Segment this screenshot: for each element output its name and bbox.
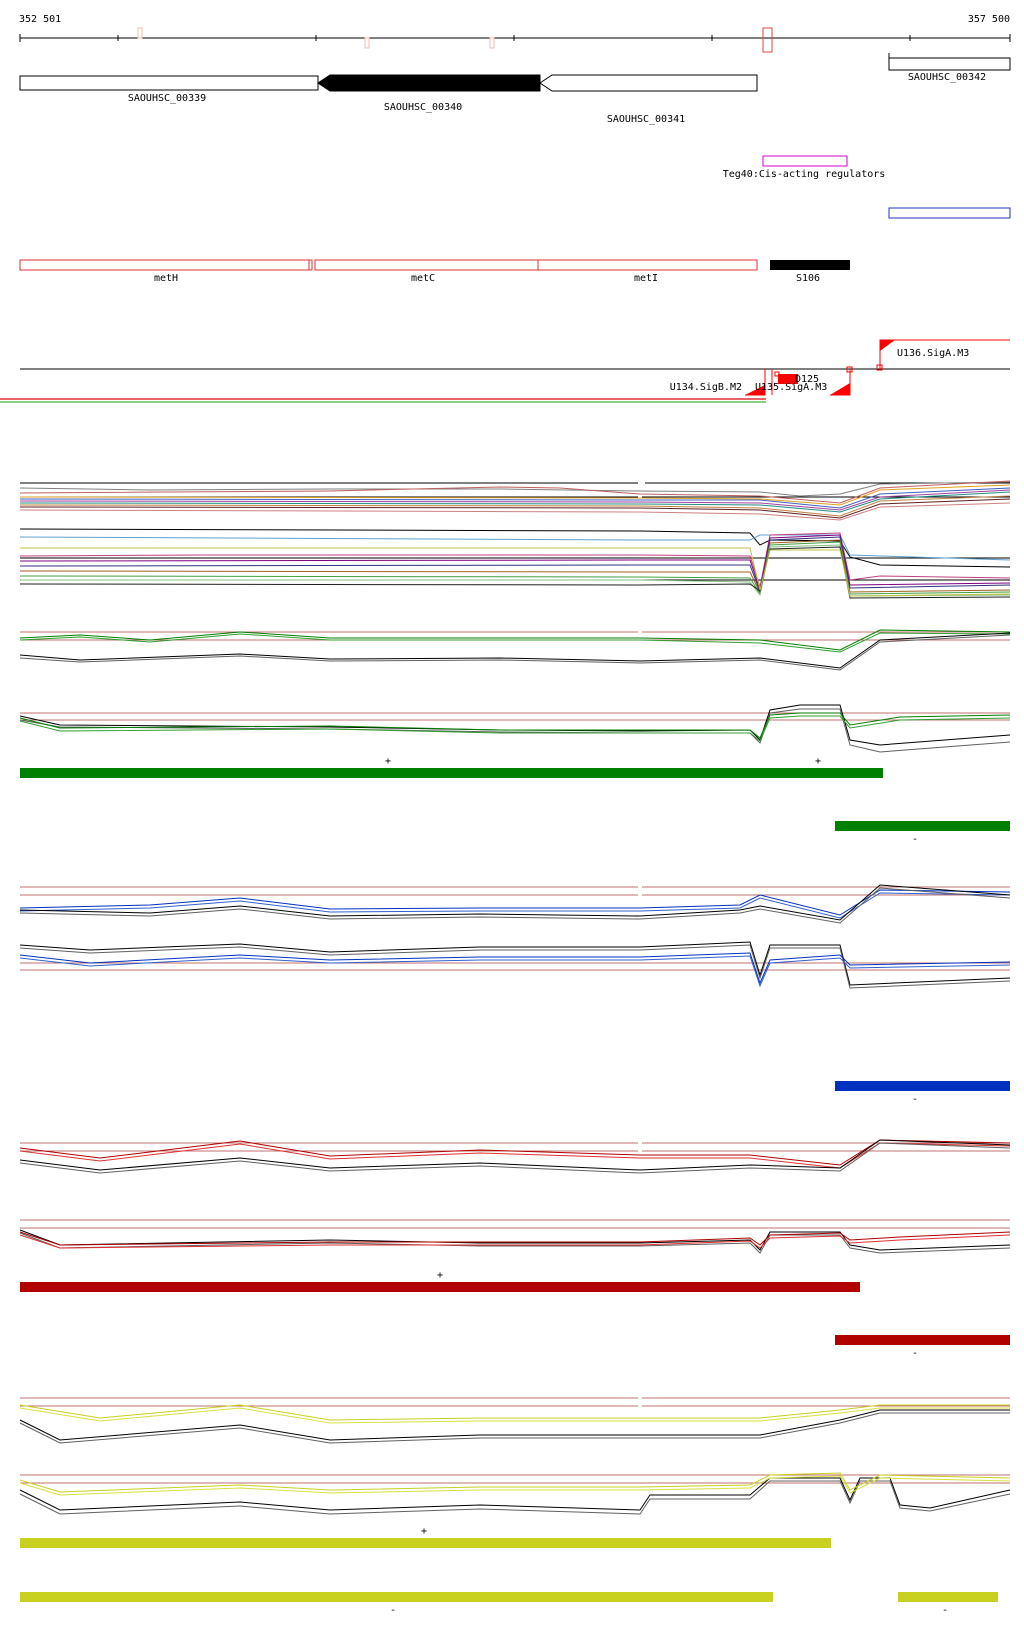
red-strand-minus-mark: - — [912, 1348, 918, 1359]
tss-label-u135: U135.SigA.M3 — [755, 382, 827, 393]
operon-label-meti: metI — [634, 273, 658, 284]
operon-label-s106: S106 — [796, 273, 820, 284]
red-strand-plus-bar[interactable] — [20, 1282, 860, 1292]
operon-label-metc: metC — [411, 273, 435, 284]
operon-meth[interactable] — [19, 259, 313, 271]
green-strand-minus-bar[interactable] — [835, 821, 1010, 831]
regulator-teg40[interactable] — [762, 155, 848, 167]
green-strand-plus-bar[interactable] — [20, 768, 883, 778]
yellow-strand-minus-mark-2: - — [942, 1605, 948, 1616]
expression-track-blue: - — [19, 883, 1011, 1105]
tss-d125-marker[interactable] — [778, 374, 798, 384]
operon-metc[interactable] — [314, 259, 539, 271]
gene-saouhsc-00340[interactable] — [317, 74, 541, 92]
yellow-strand-minus-mark-1: - — [390, 1605, 396, 1616]
red-strand-plus-mark: + — [437, 1270, 443, 1281]
tss-track: U136.SigA.M3 U134.SigB.M2 D125 U135.SigA… — [0, 339, 1010, 403]
tss-label-d125: D125 — [795, 374, 819, 385]
blue-strand-minus-mark: - — [912, 1094, 918, 1105]
green-strand-plus-mark-2: + — [815, 756, 821, 767]
tss-u134-marker[interactable] — [745, 385, 765, 395]
green-strand-minus-mark: - — [912, 834, 918, 845]
regulator-track: Teg40:Cis-acting regulators — [723, 155, 1011, 219]
operon-label-meth: metH — [154, 273, 178, 284]
gene-saouhsc-00341[interactable] — [539, 74, 758, 92]
yellow-strand-plus-mark: + — [421, 1526, 427, 1537]
tss-u135-marker[interactable] — [830, 383, 850, 395]
ruler-end-label: 357 500 — [968, 14, 1010, 25]
expression-track-green: + + - — [19, 628, 1011, 845]
gene-saouhsc-00339[interactable] — [19, 75, 319, 91]
gene-label-saouhsc-00342: SAOUHSC_00342 — [908, 72, 986, 83]
ruler-highlight-marker — [762, 27, 773, 53]
operon-s106[interactable] — [770, 260, 850, 270]
gene-saouhsc-00342[interactable] — [888, 57, 1011, 71]
gene-track: SAOUHSC_00339 SAOUHSC_00340 SAOUHSC_0034… — [19, 53, 1011, 125]
tss-label-u134: U134.SigB.M2 — [670, 382, 742, 393]
gene-label-saouhsc-00340: SAOUHSC_00340 — [384, 102, 462, 113]
yellow-strand-minus-bar-1[interactable] — [20, 1592, 773, 1602]
blue-strand-minus-bar[interactable] — [835, 1081, 1010, 1091]
tss-u136-marker[interactable] — [880, 340, 895, 351]
gene-label-saouhsc-00341: SAOUHSC_00341 — [607, 114, 685, 125]
ruler-start-label: 352 501 — [19, 14, 61, 25]
expression-track-all-conditions — [19, 478, 1011, 599]
expression-track-red: + - — [19, 1139, 1011, 1359]
expression-track-yellow: + - - — [19, 1394, 1011, 1616]
regulator-label-teg40: Teg40:Cis-acting regulators — [723, 169, 886, 180]
yellow-strand-minus-bar-2[interactable] — [898, 1592, 998, 1602]
yellow-strand-plus-bar[interactable] — [20, 1538, 831, 1548]
red-strand-minus-bar[interactable] — [835, 1335, 1010, 1345]
regulator-blue-box[interactable] — [888, 207, 1011, 219]
tss-label-u136: U136.SigA.M3 — [897, 348, 969, 359]
operon-meti[interactable] — [537, 259, 758, 271]
gene-label-saouhsc-00339: SAOUHSC_00339 — [128, 93, 206, 104]
operon-track: metH metC metI S106 — [19, 259, 850, 284]
green-strand-plus-mark-1: + — [385, 756, 391, 767]
coordinate-ruler: 352 501 357 500 — [19, 14, 1011, 53]
